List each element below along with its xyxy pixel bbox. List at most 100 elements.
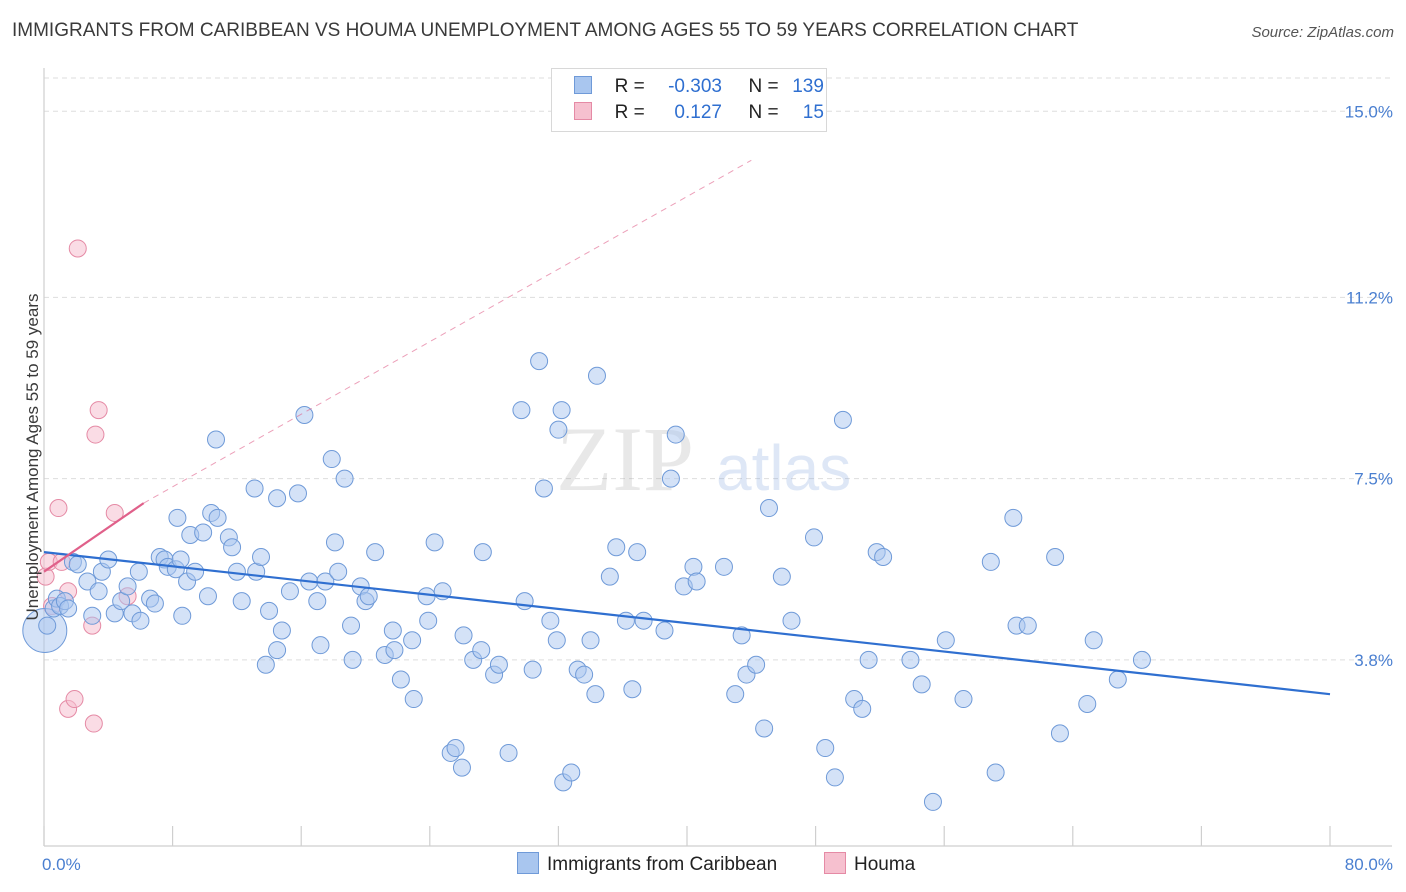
caribbean-point: [874, 548, 893, 567]
caribbean-point: [1050, 724, 1069, 743]
houma-point: [68, 239, 87, 258]
caribbean-point: [684, 557, 703, 576]
caribbean-point: [171, 550, 190, 569]
caribbean-point: [541, 611, 560, 630]
caribbean-trend-line: [43, 551, 1331, 696]
legend-r-value: -0.303: [668, 76, 722, 97]
caribbean-point: [1046, 548, 1065, 567]
chart-source: Source: ZipAtlas.com: [1251, 24, 1394, 41]
caribbean-point: [1004, 508, 1023, 527]
caribbean-point: [194, 523, 213, 542]
houma-point: [84, 714, 103, 733]
caribbean-point: [634, 611, 653, 630]
caribbean-point: [473, 543, 492, 562]
caribbean-point: [419, 611, 438, 630]
legend-row-houma: R = 0.127 N = 15: [574, 101, 824, 125]
caribbean-point: [489, 655, 508, 674]
legend-n-value: 139: [792, 76, 824, 97]
caribbean-point: [59, 599, 78, 618]
caribbean-point: [515, 592, 534, 611]
caribbean-point: [446, 739, 465, 758]
caribbean-point: [586, 685, 605, 704]
caribbean-point: [666, 425, 685, 444]
caribbean-point: [1108, 670, 1127, 689]
caribbean-point: [747, 655, 766, 674]
legend-swatch-pink: [574, 102, 592, 120]
caribbean-point: [804, 528, 823, 547]
caribbean-point: [89, 582, 108, 601]
caribbean-point: [912, 675, 931, 694]
legend-n-label: N =: [748, 102, 779, 123]
caribbean-point: [208, 508, 227, 527]
caribbean-point: [587, 366, 606, 385]
watermark: ZIP atlas: [556, 408, 851, 510]
caribbean-point: [523, 660, 542, 679]
x-tick-label: 80.0%: [1345, 855, 1393, 874]
caribbean-point: [859, 650, 878, 669]
caribbean-point: [512, 401, 531, 420]
bottom-legend-caribbean: Immigrants from Caribbean: [517, 852, 777, 876]
caribbean-point: [145, 594, 164, 613]
caribbean-point: [936, 631, 955, 650]
caribbean-point: [954, 690, 973, 709]
caribbean-point: [131, 611, 150, 630]
caribbean-point: [272, 621, 291, 640]
y-tick-label: 15.0%: [1345, 102, 1393, 121]
caribbean-point: [452, 758, 471, 777]
caribbean-point: [308, 592, 327, 611]
houma-points: [36, 239, 137, 733]
caribbean-point: [260, 601, 279, 620]
caribbean-point: [923, 792, 942, 811]
bottom-legend-label: Immigrants from Caribbean: [547, 854, 778, 875]
caribbean-point: [549, 420, 568, 439]
caribbean-point: [534, 479, 553, 498]
legend-row-caribbean: R = -0.303 N = 139: [574, 75, 824, 99]
caribbean-point: [575, 665, 594, 684]
caribbean-point: [329, 562, 348, 581]
tick-labels: 3.8% 7.5% 11.2% 15.0% 0.0% 80.0%: [42, 102, 1393, 874]
houma-trend-line: [43, 502, 145, 573]
caribbean-point: [1132, 650, 1151, 669]
legend: R = -0.303 N = 139 R = 0.127 N = 15: [551, 68, 827, 132]
caribbean-point: [295, 405, 314, 424]
caribbean-point: [256, 655, 275, 674]
caribbean-point: [311, 636, 330, 655]
caribbean-point: [322, 450, 341, 469]
caribbean-point: [425, 533, 444, 552]
houma-point: [49, 499, 68, 518]
legend-r-label: R =: [614, 102, 645, 123]
caribbean-point: [1078, 694, 1097, 713]
y-tick-label: 11.2%: [1346, 288, 1393, 307]
y-axis-label: Unemployment Among Ages 55 to 59 years: [23, 294, 42, 621]
caribbean-point: [530, 352, 549, 371]
caribbean-point: [981, 552, 1000, 571]
caribbean-point: [268, 641, 287, 660]
caribbean-point: [245, 479, 264, 498]
caribbean-point: [755, 719, 774, 738]
legend-swatch-blue: [574, 76, 592, 94]
caribbean-point: [173, 606, 192, 625]
bottom-legend-houma: Houma: [824, 852, 915, 876]
caribbean-point: [252, 548, 271, 567]
x-tick-label: 0.0%: [42, 855, 81, 874]
caribbean-point: [335, 469, 354, 488]
caribbean-point: [726, 685, 745, 704]
caribbean-point: [288, 484, 307, 503]
caribbean-point: [661, 469, 680, 488]
caribbean-point: [581, 631, 600, 650]
caribbean-point: [816, 739, 835, 758]
houma-point: [89, 401, 108, 420]
caribbean-point: [655, 621, 674, 640]
caribbean-point: [628, 543, 647, 562]
watermark-zip: ZIP: [556, 408, 694, 510]
caribbean-point: [901, 650, 920, 669]
watermark-atlas: atlas: [716, 432, 851, 504]
caribbean-point: [623, 680, 642, 699]
caribbean-point: [472, 641, 491, 660]
caribbean-point: [343, 650, 362, 669]
caribbean-point: [404, 690, 423, 709]
caribbean-point: [391, 670, 410, 689]
caribbean-point: [198, 587, 217, 606]
caribbean-point: [562, 763, 581, 782]
